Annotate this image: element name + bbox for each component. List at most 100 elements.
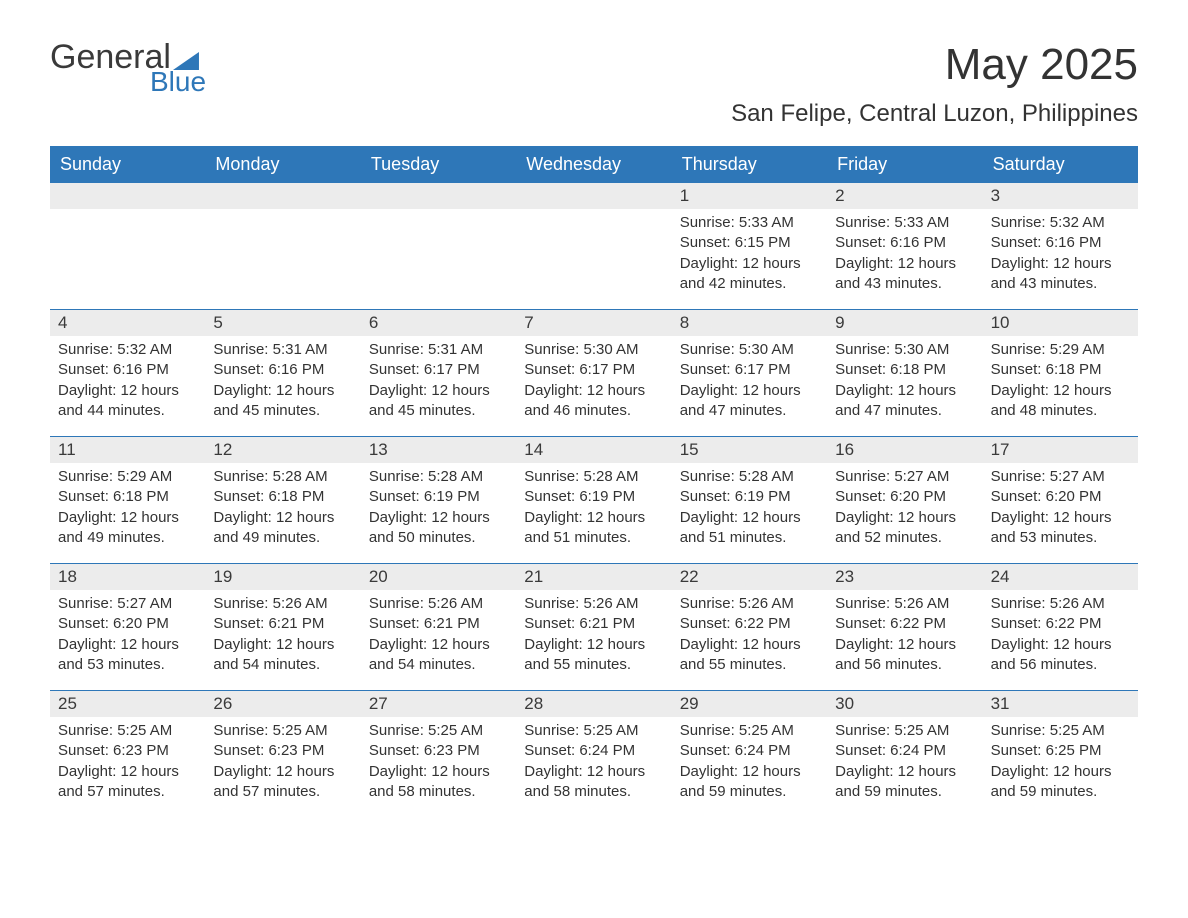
daylight-text: Daylight: 12 hours and 53 minutes. [991, 508, 1130, 549]
sunrise-text: Sunrise: 5:29 AM [991, 340, 1130, 360]
sunset-text: Sunset: 6:24 PM [835, 741, 974, 761]
week-row: 25Sunrise: 5:25 AMSunset: 6:23 PMDayligh… [50, 690, 1138, 817]
sunset-text: Sunset: 6:21 PM [369, 614, 508, 634]
sunrise-text: Sunrise: 5:27 AM [58, 594, 197, 614]
daylight-text: Daylight: 12 hours and 54 minutes. [213, 635, 352, 676]
day-number: 6 [361, 310, 516, 336]
day-cell: 18Sunrise: 5:27 AMSunset: 6:20 PMDayligh… [50, 564, 205, 690]
day-details: Sunrise: 5:25 AMSunset: 6:24 PMDaylight:… [827, 717, 982, 802]
day-details: Sunrise: 5:26 AMSunset: 6:21 PMDaylight:… [361, 590, 516, 675]
daylight-text: Daylight: 12 hours and 57 minutes. [213, 762, 352, 803]
sunrise-text: Sunrise: 5:26 AM [991, 594, 1130, 614]
day-number [361, 183, 516, 209]
daylight-text: Daylight: 12 hours and 56 minutes. [991, 635, 1130, 676]
sunrise-text: Sunrise: 5:33 AM [680, 213, 819, 233]
sunrise-text: Sunrise: 5:27 AM [835, 467, 974, 487]
day-number: 29 [672, 691, 827, 717]
day-number: 11 [50, 437, 205, 463]
day-details: Sunrise: 5:29 AMSunset: 6:18 PMDaylight:… [50, 463, 205, 548]
sunrise-text: Sunrise: 5:31 AM [369, 340, 508, 360]
day-details: Sunrise: 5:33 AMSunset: 6:15 PMDaylight:… [672, 209, 827, 294]
sunset-text: Sunset: 6:21 PM [213, 614, 352, 634]
month-title: May 2025 [731, 40, 1138, 90]
day-number: 12 [205, 437, 360, 463]
sunrise-text: Sunrise: 5:25 AM [58, 721, 197, 741]
daylight-text: Daylight: 12 hours and 58 minutes. [524, 762, 663, 803]
sunrise-text: Sunrise: 5:30 AM [680, 340, 819, 360]
daylight-text: Daylight: 12 hours and 45 minutes. [369, 381, 508, 422]
day-details: Sunrise: 5:32 AMSunset: 6:16 PMDaylight:… [983, 209, 1138, 294]
day-cell: 23Sunrise: 5:26 AMSunset: 6:22 PMDayligh… [827, 564, 982, 690]
sunset-text: Sunset: 6:20 PM [835, 487, 974, 507]
sunset-text: Sunset: 6:16 PM [58, 360, 197, 380]
sunset-text: Sunset: 6:15 PM [680, 233, 819, 253]
daylight-text: Daylight: 12 hours and 52 minutes. [835, 508, 974, 549]
sunrise-text: Sunrise: 5:31 AM [213, 340, 352, 360]
day-details: Sunrise: 5:27 AMSunset: 6:20 PMDaylight:… [983, 463, 1138, 548]
day-details: Sunrise: 5:31 AMSunset: 6:17 PMDaylight:… [361, 336, 516, 421]
sunset-text: Sunset: 6:19 PM [524, 487, 663, 507]
sunset-text: Sunset: 6:17 PM [369, 360, 508, 380]
day-number: 13 [361, 437, 516, 463]
sunset-text: Sunset: 6:24 PM [524, 741, 663, 761]
daylight-text: Daylight: 12 hours and 44 minutes. [58, 381, 197, 422]
sunset-text: Sunset: 6:18 PM [213, 487, 352, 507]
day-cell [516, 183, 671, 309]
daylight-text: Daylight: 12 hours and 50 minutes. [369, 508, 508, 549]
sunset-text: Sunset: 6:20 PM [991, 487, 1130, 507]
day-details: Sunrise: 5:26 AMSunset: 6:21 PMDaylight:… [516, 590, 671, 675]
sunset-text: Sunset: 6:23 PM [58, 741, 197, 761]
sunset-text: Sunset: 6:18 PM [991, 360, 1130, 380]
day-cell: 5Sunrise: 5:31 AMSunset: 6:16 PMDaylight… [205, 310, 360, 436]
day-details: Sunrise: 5:31 AMSunset: 6:16 PMDaylight:… [205, 336, 360, 421]
day-details: Sunrise: 5:30 AMSunset: 6:17 PMDaylight:… [516, 336, 671, 421]
daylight-text: Daylight: 12 hours and 59 minutes. [680, 762, 819, 803]
sunset-text: Sunset: 6:23 PM [369, 741, 508, 761]
weekday-name: Wednesday [516, 146, 671, 183]
daylight-text: Daylight: 12 hours and 49 minutes. [213, 508, 352, 549]
daylight-text: Daylight: 12 hours and 48 minutes. [991, 381, 1130, 422]
daylight-text: Daylight: 12 hours and 47 minutes. [835, 381, 974, 422]
day-details: Sunrise: 5:33 AMSunset: 6:16 PMDaylight:… [827, 209, 982, 294]
day-number: 18 [50, 564, 205, 590]
sunset-text: Sunset: 6:19 PM [680, 487, 819, 507]
daylight-text: Daylight: 12 hours and 55 minutes. [680, 635, 819, 676]
weekday-name: Monday [205, 146, 360, 183]
sunrise-text: Sunrise: 5:32 AM [991, 213, 1130, 233]
daylight-text: Daylight: 12 hours and 57 minutes. [58, 762, 197, 803]
day-details: Sunrise: 5:30 AMSunset: 6:18 PMDaylight:… [827, 336, 982, 421]
day-cell: 25Sunrise: 5:25 AMSunset: 6:23 PMDayligh… [50, 691, 205, 817]
day-number: 8 [672, 310, 827, 336]
day-cell [50, 183, 205, 309]
weekday-header-row: Sunday Monday Tuesday Wednesday Thursday… [50, 146, 1138, 183]
weekday-name: Saturday [983, 146, 1138, 183]
daylight-text: Daylight: 12 hours and 42 minutes. [680, 254, 819, 295]
day-details: Sunrise: 5:26 AMSunset: 6:22 PMDaylight:… [827, 590, 982, 675]
day-cell: 8Sunrise: 5:30 AMSunset: 6:17 PMDaylight… [672, 310, 827, 436]
title-block: May 2025 San Felipe, Central Luzon, Phil… [731, 40, 1138, 128]
daylight-text: Daylight: 12 hours and 53 minutes. [58, 635, 197, 676]
day-number: 9 [827, 310, 982, 336]
sunset-text: Sunset: 6:19 PM [369, 487, 508, 507]
sunset-text: Sunset: 6:21 PM [524, 614, 663, 634]
sunrise-text: Sunrise: 5:26 AM [213, 594, 352, 614]
day-cell: 28Sunrise: 5:25 AMSunset: 6:24 PMDayligh… [516, 691, 671, 817]
daylight-text: Daylight: 12 hours and 43 minutes. [991, 254, 1130, 295]
day-cell: 30Sunrise: 5:25 AMSunset: 6:24 PMDayligh… [827, 691, 982, 817]
page-header: General Blue May 2025 San Felipe, Centra… [50, 40, 1138, 128]
day-cell: 19Sunrise: 5:26 AMSunset: 6:21 PMDayligh… [205, 564, 360, 690]
day-number: 31 [983, 691, 1138, 717]
day-cell: 12 Sunrise: 5:28 AMSunset: 6:18 PMDayligh… [205, 437, 360, 563]
day-details: Sunrise: 5:25 AMSunset: 6:24 PMDaylight:… [672, 717, 827, 802]
sunset-text: Sunset: 6:17 PM [680, 360, 819, 380]
day-number: 10 [983, 310, 1138, 336]
day-number: 14 [516, 437, 671, 463]
day-number: 5 [205, 310, 360, 336]
daylight-text: Daylight: 12 hours and 45 minutes. [213, 381, 352, 422]
week-row: 18Sunrise: 5:27 AMSunset: 6:20 PMDayligh… [50, 563, 1138, 690]
day-number: 16 [827, 437, 982, 463]
logo: General Blue [50, 40, 206, 96]
sunrise-text: Sunrise: 5:28 AM [213, 467, 352, 487]
weekday-name: Tuesday [361, 146, 516, 183]
day-details: Sunrise: 5:27 AMSunset: 6:20 PMDaylight:… [50, 590, 205, 675]
